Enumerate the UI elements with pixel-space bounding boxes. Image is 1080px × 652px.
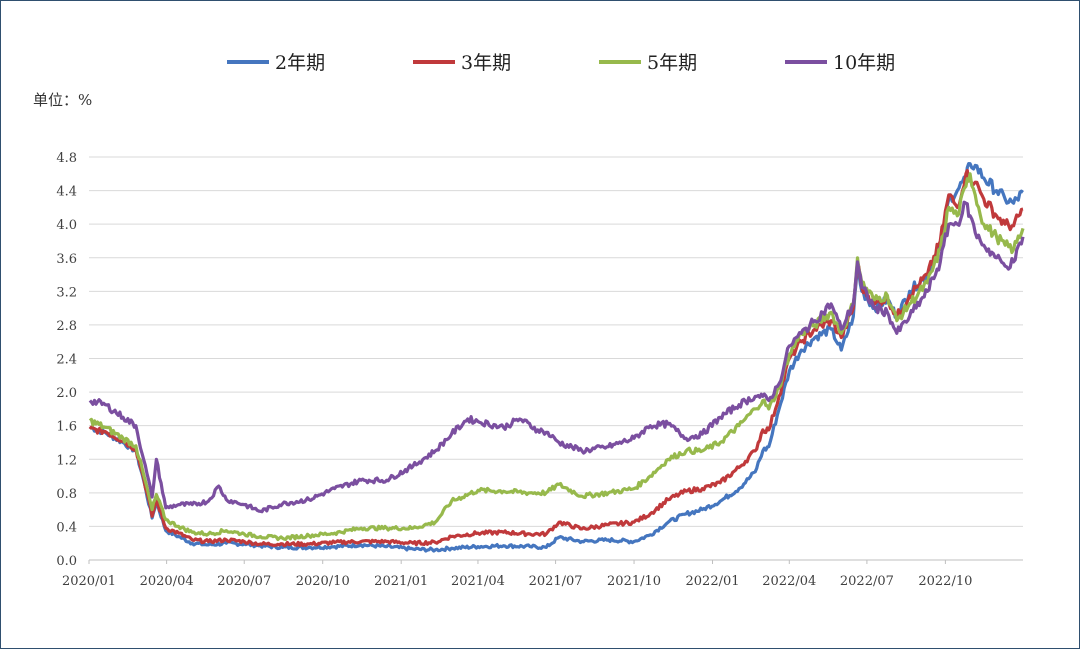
x-tick-label: 2021/07 [529, 574, 583, 589]
x-tick-label: 2022/01 [686, 574, 740, 589]
y-tick-label: 4.8 [56, 151, 77, 166]
legend-label: 3年期 [461, 52, 511, 74]
y-tick-label: 0.0 [56, 554, 77, 569]
x-tick-label: 2022/10 [918, 574, 972, 589]
series-lines [88, 162, 1025, 553]
x-tick-label: 2020/01 [62, 574, 116, 589]
series-line-4 [88, 200, 1025, 514]
legend-label: 2年期 [275, 52, 325, 74]
y-axis-ticks: 0.0 0.4 0.8 1.2 1.6 2.0 2.4 2.8 3.2 3.6 4.0 4.4 4.8 [56, 151, 77, 569]
x-tick-label: 2020/07 [217, 574, 271, 589]
x-tick-label: 2021/04 [451, 574, 505, 589]
y-tick-label: 2.8 [56, 319, 77, 334]
x-tick-label: 2021/01 [374, 574, 428, 589]
x-tick-label: 2020/04 [140, 574, 194, 589]
y-tick-label: 3.2 [56, 285, 77, 300]
x-tick-label: 2022/07 [840, 574, 894, 589]
gridlines [89, 156, 1023, 527]
unit-label: 单位：% [33, 91, 92, 109]
y-tick-label: 1.6 [56, 420, 77, 435]
y-tick-label: 4.0 [56, 218, 77, 233]
series-line-1 [89, 162, 1024, 553]
y-tick-label: 1.2 [56, 453, 77, 468]
y-tick-label: 2.0 [56, 386, 77, 401]
x-tick-label: 2021/10 [607, 574, 661, 589]
legend-label: 10年期 [833, 52, 895, 74]
y-tick-label: 2.4 [56, 353, 77, 368]
y-tick-label: 0.4 [56, 520, 77, 535]
legend: 2年期 3年期 5年期 10年期 [227, 52, 895, 74]
x-tick-label: 2020/10 [296, 574, 350, 589]
x-tick-label: 2022/04 [762, 574, 816, 589]
y-tick-label: 0.8 [56, 487, 77, 502]
y-tick-label: 3.6 [56, 252, 77, 267]
series-line-3 [88, 172, 1025, 542]
legend-label: 5年期 [647, 52, 697, 74]
y-tick-label: 4.4 [56, 185, 77, 200]
x-axis-ticks: 2020/01 2020/04 2020/07 2020/10 2021/01 2021/… [62, 560, 972, 589]
